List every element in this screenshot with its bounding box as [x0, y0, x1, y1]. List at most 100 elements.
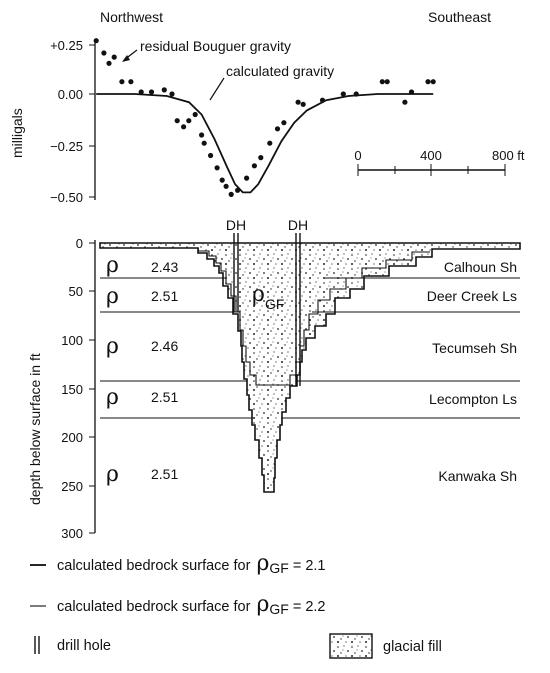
section-panel: 0 50 100 150 200 250 300 depth below sur…: [27, 217, 521, 541]
svg-text:calculated bedrock surface for: calculated bedrock surface for ρGF = 2.2: [57, 592, 325, 617]
legend-item-glacial-fill: glacial fill: [329, 633, 442, 659]
density-lecompton: 2.51: [151, 389, 178, 405]
gravity-point-23: [251, 163, 257, 169]
gravity-point-33: [379, 79, 385, 85]
gravity-point-1: [101, 50, 107, 56]
gravity-point-17: [214, 165, 220, 171]
gravity-y-ticks: [89, 44, 95, 198]
gravity-point-2: [106, 60, 112, 66]
gravity-point-18: [219, 177, 225, 183]
density-calhoun: 2.43: [151, 259, 178, 275]
layer-name-tecumseh: Tecumseh Sh: [432, 340, 517, 356]
fill-density-label: ρGF: [252, 282, 284, 312]
gravity-point-20: [228, 191, 234, 197]
scale-label-800: 800 ft: [492, 148, 525, 163]
gravity-point-7: [148, 89, 155, 95]
gravity-point-4: [119, 79, 125, 85]
direction-northwest: Northwest: [100, 9, 163, 25]
gravity-point-37: [425, 79, 431, 85]
gravity-point-35: [402, 99, 408, 105]
section-ylabel: depth below surface in ft: [27, 353, 43, 505]
gravity-point-0: [93, 38, 99, 44]
direction-southeast: Southeast: [428, 9, 491, 25]
annotation-calculated-gravity: calculated gravity: [226, 63, 334, 79]
gravity-point-19: [223, 183, 229, 189]
depth-tick-50: 50: [69, 284, 83, 299]
gravity-point-12: [186, 118, 192, 124]
gravity-point-16: [208, 152, 214, 159]
density-deer-creek: 2.51: [151, 288, 178, 304]
legend-item-drill-hole: drill hole: [34, 636, 111, 654]
ytick-minus-025: −0.25: [50, 139, 83, 154]
gravity-point-5: [128, 79, 134, 85]
layer-name-kanwaka: Kanwaka Sh: [438, 468, 517, 484]
gravity-point-30: [319, 97, 326, 103]
depth-tick-100: 100: [61, 333, 83, 348]
drill-hole-1: [233, 233, 239, 312]
svg-text:ρ: ρ: [106, 253, 119, 278]
depth-tick-150: 150: [61, 382, 83, 397]
scale-label-400: 400: [420, 148, 442, 163]
gravity-point-34: [384, 79, 390, 85]
gravity-point-38: [430, 79, 436, 85]
legend-item-bedrock-22: calculated bedrock surface for ρGF = 2.2: [30, 592, 325, 617]
gravity-point-32: [353, 91, 359, 97]
density-kanwaka: 2.51: [151, 466, 178, 482]
layer-names: Calhoun Sh Deer Creek Ls Tecumseh Sh Lec…: [427, 259, 517, 484]
glacial-fill-swatch: [329, 633, 373, 659]
drill-hole-2: [295, 233, 301, 386]
glacial-fill-body: [99, 242, 521, 493]
ytick-plus-025: +0.25: [50, 38, 83, 53]
gravity-point-31: [340, 91, 346, 97]
annotation-residual-arrowhead: [122, 55, 130, 62]
gravity-point-29: [300, 101, 306, 107]
gravity-point-3: [111, 54, 117, 60]
svg-text:ρ: ρ: [106, 334, 119, 359]
legend-item-bedrock-21: calculated bedrock surface for ρGF = 2.1: [30, 551, 325, 576]
depth-tick-200: 200: [61, 430, 83, 445]
gravity-point-6: [138, 89, 144, 95]
residual-gravity-points: [93, 38, 436, 197]
gravity-point-13: [192, 111, 198, 118]
gravity-point-10: [174, 118, 180, 124]
gravity-point-24: [258, 155, 264, 161]
gravity-point-11: [181, 124, 187, 130]
svg-text:ρ: ρ: [106, 462, 119, 487]
section-y-ticks: [89, 242, 95, 534]
gravity-ylabel: milligals: [9, 108, 25, 158]
density-tecumseh: 2.46: [151, 338, 178, 354]
layer-name-deer-creek: Deer Creek Ls: [427, 288, 517, 304]
legend-drill-hole-label: drill hole: [57, 638, 111, 654]
gravity-point-14: [199, 132, 205, 138]
gravity-point-27: [281, 120, 287, 126]
svg-text:ρ: ρ: [106, 284, 119, 309]
svg-text:calculated bedrock surface for: calculated bedrock surface for ρGF = 2.1: [57, 551, 325, 576]
depth-tick-250: 250: [61, 479, 83, 494]
layer-boundaries: [100, 277, 520, 419]
gravity-point-9: [169, 91, 175, 97]
legend-glacial-fill-label: glacial fill: [383, 639, 442, 655]
horizontal-scale-bar: 0 400 800 ft: [354, 148, 525, 176]
gravity-point-25: [267, 140, 273, 146]
drill-hole-label-2: DH: [288, 217, 308, 233]
gravity-point-15: [201, 140, 207, 146]
ytick-000: 0.00: [58, 87, 83, 102]
layer-name-calhoun: Calhoun Sh: [444, 259, 517, 275]
annotation-residual-gravity: residual Bouguer gravity: [140, 38, 291, 54]
gravity-point-8: [161, 87, 167, 93]
scale-label-0: 0: [354, 148, 361, 163]
depth-tick-300: 300: [61, 526, 83, 541]
calculated-gravity-curve: [96, 93, 434, 194]
layer-density-labels: ρ 2.43 ρ 2.51 ρ 2.46 ρ 2.51 ρ 2.51: [106, 253, 178, 487]
gravity-point-26: [274, 126, 281, 132]
annotation-calculated-leader: [209, 77, 225, 101]
ytick-minus-050: −0.50: [50, 190, 83, 205]
svg-text:ρ: ρ: [106, 385, 119, 410]
drill-hole-label-1: DH: [226, 217, 246, 233]
gravity-point-22: [244, 175, 250, 181]
gravity-panel: Northwest Southeast +0.25 0.00 −0.25 −0.…: [9, 9, 525, 205]
gravity-point-28: [295, 99, 301, 105]
gravity-point-21: [235, 187, 241, 193]
layer-name-lecompton: Lecompton Ls: [429, 391, 517, 407]
